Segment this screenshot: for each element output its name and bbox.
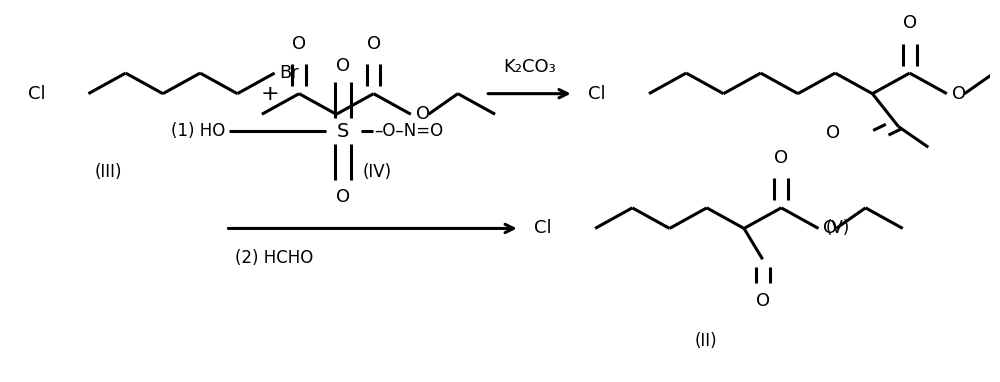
Text: (2) HCHO: (2) HCHO [235,249,314,267]
Text: (II): (II) [694,332,717,350]
Text: O: O [756,293,770,311]
Text: S: S [337,121,349,141]
Text: O: O [903,14,917,32]
Text: O: O [826,124,840,142]
Text: Cl: Cl [28,85,45,103]
Text: Br: Br [280,64,299,82]
Text: O: O [952,85,966,103]
Text: (IV): (IV) [363,163,392,181]
Text: –O–N=O: –O–N=O [375,122,444,140]
Text: Cl: Cl [534,219,552,238]
Text: O: O [774,149,788,167]
Text: (1) HO: (1) HO [171,122,226,140]
Text: O: O [823,219,838,238]
Text: O: O [292,34,306,52]
Text: O: O [336,188,350,206]
Text: +: + [260,84,279,104]
Text: Cl: Cl [588,85,606,103]
Text: O: O [416,105,430,123]
Text: K₂CO₃: K₂CO₃ [503,58,556,76]
Text: (III): (III) [94,163,122,181]
Text: O: O [367,34,381,52]
Text: (V): (V) [826,219,850,238]
Text: O: O [336,57,350,74]
